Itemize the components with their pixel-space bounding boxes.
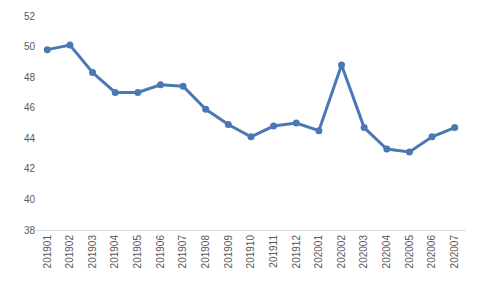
svg-text:201910: 201910 xyxy=(245,235,256,269)
svg-text:42: 42 xyxy=(24,163,36,174)
svg-text:202006: 202006 xyxy=(426,235,437,269)
svg-text:201903: 201903 xyxy=(87,235,98,269)
svg-text:201908: 201908 xyxy=(200,235,211,269)
svg-text:201912: 201912 xyxy=(291,235,302,269)
svg-text:48: 48 xyxy=(24,72,36,83)
svg-text:202003: 202003 xyxy=(358,235,369,269)
svg-text:201902: 201902 xyxy=(64,235,75,269)
svg-text:201909: 201909 xyxy=(223,235,234,269)
svg-text:40: 40 xyxy=(24,194,36,205)
svg-text:202002: 202002 xyxy=(336,235,347,269)
svg-text:46: 46 xyxy=(24,102,36,113)
svg-text:50: 50 xyxy=(24,41,36,52)
svg-text:201907: 201907 xyxy=(177,235,188,269)
svg-text:201904: 201904 xyxy=(109,235,120,269)
svg-text:202004: 202004 xyxy=(381,235,392,269)
svg-text:201905: 201905 xyxy=(132,235,143,269)
svg-text:201906: 201906 xyxy=(155,235,166,269)
svg-text:52: 52 xyxy=(24,11,36,22)
svg-text:201901: 201901 xyxy=(42,235,53,269)
svg-text:202007: 202007 xyxy=(449,235,460,269)
svg-text:201911: 201911 xyxy=(268,235,279,268)
svg-text:44: 44 xyxy=(24,133,36,144)
svg-text:38: 38 xyxy=(24,225,36,236)
svg-text:202005: 202005 xyxy=(404,235,415,269)
svg-text:202001: 202001 xyxy=(313,235,324,269)
